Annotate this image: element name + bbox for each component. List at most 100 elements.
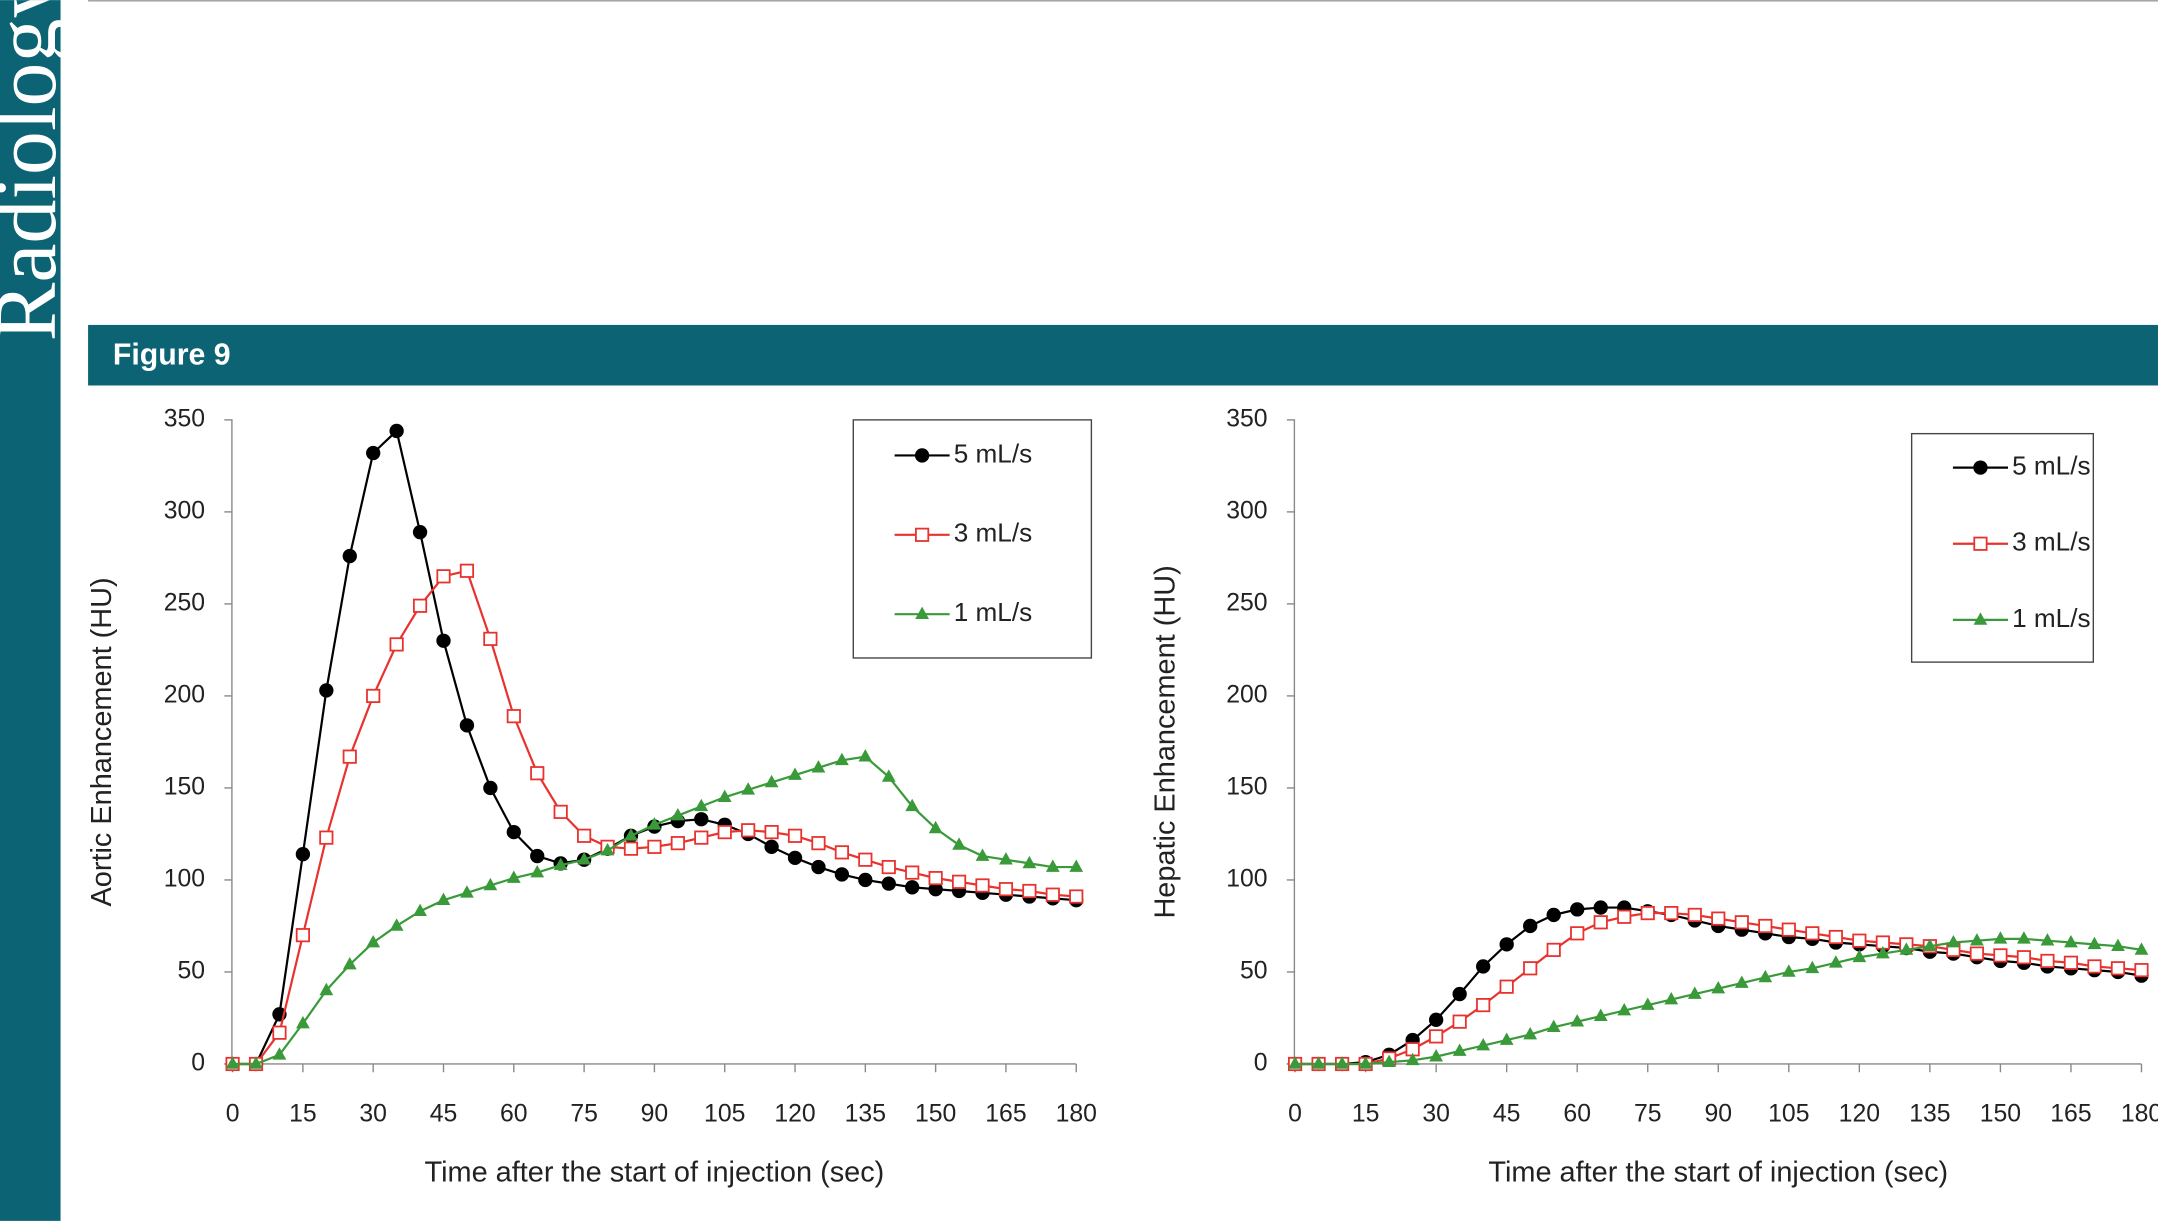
- data-point: [460, 885, 474, 898]
- x-tick-label: 90: [641, 1100, 669, 1127]
- data-point: [858, 749, 873, 762]
- data-point: [811, 760, 826, 773]
- data-point: [1311, 1056, 1326, 1069]
- data-point: [998, 882, 1014, 897]
- data-point: [1358, 1056, 1373, 1069]
- data-point: [342, 548, 357, 564]
- data-point: [1852, 949, 1867, 963]
- data-point: [1288, 1056, 1302, 1069]
- data-point: [366, 445, 381, 461]
- data-point: [530, 848, 545, 864]
- data-point: [1852, 933, 1867, 948]
- data-point: [1969, 946, 1984, 961]
- data-point: [1382, 1054, 1397, 1067]
- data-point: [2111, 938, 2125, 952]
- data-point: [1993, 931, 2008, 944]
- data-point: [319, 982, 334, 996]
- data-point: [483, 631, 498, 646]
- y-tick-label: 150: [1226, 773, 1267, 800]
- data-point: [272, 1047, 287, 1060]
- data-point: [1405, 1052, 1420, 1066]
- data-point: [342, 957, 357, 970]
- data-point: [1640, 905, 1655, 921]
- data-point: [412, 524, 428, 540]
- x-axis-title: Time after the start of injection (sec): [1488, 1157, 1948, 1189]
- data-point: [741, 823, 756, 838]
- data-point: [1617, 1003, 1632, 1016]
- data-point: [1805, 926, 1820, 941]
- data-point: [647, 839, 662, 854]
- legend-label: 5 mL/s: [2012, 451, 2090, 481]
- legend-marker: [915, 527, 930, 542]
- data-point: [1045, 859, 1060, 872]
- legend-marker: [1973, 612, 1988, 625]
- data-point: [1499, 979, 1514, 994]
- data-point: [2134, 942, 2149, 955]
- data-point: [834, 845, 849, 860]
- x-tick-label: 0: [1288, 1100, 1302, 1127]
- data-point: [694, 798, 709, 812]
- data-point: [670, 807, 685, 821]
- data-point: [1069, 859, 1084, 872]
- data-point: [319, 683, 334, 698]
- data-point: [483, 780, 498, 796]
- x-tick-label: 150: [915, 1100, 956, 1127]
- data-point: [1875, 945, 1890, 959]
- legend-box: [1910, 432, 2095, 663]
- data-point: [2110, 961, 2126, 976]
- data-point: [2134, 963, 2149, 978]
- x-tick-label: 60: [1563, 1100, 1591, 1127]
- chart: 0 50 100 150 200 250 300 350 0 15 30 45 60 75 90 105 120…: [86, 405, 1097, 1188]
- data-point: [858, 852, 873, 867]
- data-point: [1711, 980, 1726, 994]
- y-tick-label: 250: [1226, 589, 1267, 616]
- x-tick-label: 15: [1352, 1100, 1380, 1127]
- data-point: [1828, 929, 1843, 945]
- data-point: [1828, 955, 1843, 968]
- x-tick-label: 105: [1768, 1100, 1809, 1127]
- data-point: [694, 830, 709, 845]
- data-point: [1946, 934, 1961, 948]
- legend-marker: [1973, 536, 1988, 551]
- data-point: [1570, 1014, 1585, 1027]
- data-point: [436, 892, 451, 906]
- data-point: [389, 637, 404, 652]
- x-tick-label: 180: [2121, 1100, 2158, 1127]
- data-point: [717, 789, 732, 802]
- data-point: [1734, 975, 1749, 988]
- y-tick-label: 50: [1240, 958, 1268, 985]
- y-tick-label: 0: [191, 1050, 205, 1077]
- data-point: [319, 830, 334, 845]
- data-point: [2016, 950, 2032, 965]
- data-point: [1781, 964, 1796, 977]
- data-point: [1899, 942, 1914, 955]
- data-point: [1687, 986, 1702, 999]
- data-point: [2087, 936, 2102, 950]
- data-point: [1476, 998, 1491, 1013]
- data-point: [1523, 961, 1538, 976]
- data-point: [905, 865, 920, 880]
- data-point: [1758, 969, 1773, 983]
- x-tick-label: 165: [2050, 1100, 2091, 1127]
- data-point: [506, 870, 521, 883]
- chart: 0 50 100 150 200 250 300 350 0 15 30 45 60 75 90 105 120…: [1150, 405, 2158, 1188]
- data-point: [600, 842, 615, 856]
- x-tick-label: 30: [359, 1100, 387, 1127]
- data-point: [389, 423, 404, 439]
- figure-banner: [88, 324, 2158, 386]
- data-point: [1664, 992, 1679, 1005]
- x-tick-label: 45: [1493, 1100, 1521, 1127]
- data-point: [553, 804, 568, 819]
- data-point: [928, 881, 943, 897]
- data-point: [1664, 905, 1679, 921]
- data-point: [1499, 1032, 1514, 1045]
- y-tick-label: 50: [178, 958, 206, 985]
- data-point: [999, 852, 1013, 865]
- data-point: [1593, 900, 1608, 915]
- data-point: [1429, 1029, 1444, 1044]
- data-point: [881, 769, 896, 782]
- x-tick-label: 120: [774, 1100, 815, 1127]
- data-point: [928, 820, 943, 834]
- data-point: [764, 839, 779, 854]
- data-point: [342, 749, 357, 764]
